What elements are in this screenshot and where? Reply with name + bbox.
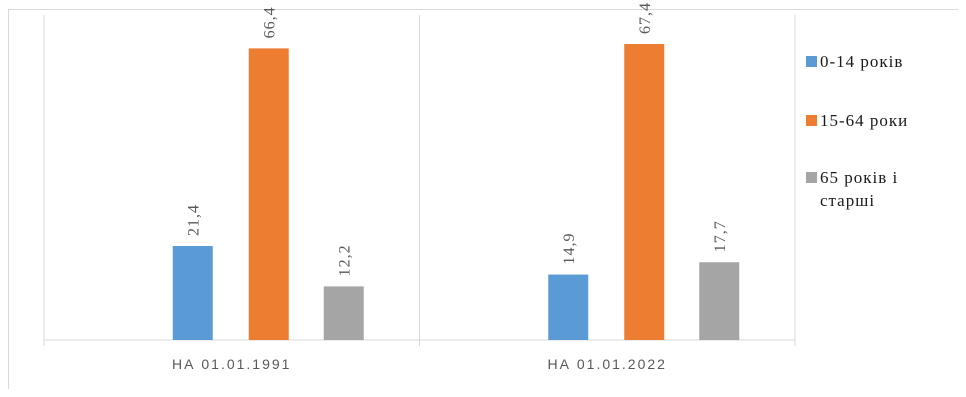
bar <box>624 43 665 341</box>
legend-label: 0-14 років <box>820 52 903 71</box>
legend-label: 15-64 роки <box>820 111 908 130</box>
plot-area: 21,4 66,4 12,2 НА 01.01.1991 14,9 67,4 17,7 НА … <box>43 2 796 372</box>
category-label: НА 01.01.1991 <box>172 356 291 372</box>
bar <box>172 246 213 340</box>
legend-swatch <box>806 56 817 67</box>
chart-frame <box>8 9 958 389</box>
data-label: 17,7 <box>712 220 729 252</box>
data-label: 66,4 <box>262 6 279 38</box>
category-label: НА 01.01.2022 <box>548 356 667 372</box>
data-label: 67,4 <box>637 2 654 34</box>
data-label: 14,9 <box>561 233 578 265</box>
legend-label: 65 років і <box>820 168 898 187</box>
bar <box>548 274 589 340</box>
legend-label: старші <box>820 191 875 210</box>
legend: 0-14 років 15-64 роки 65 років і старші <box>806 52 908 210</box>
legend-swatch <box>806 172 817 183</box>
data-label: 12,2 <box>337 244 354 276</box>
bar <box>248 48 289 340</box>
legend-swatch <box>806 115 817 126</box>
bar <box>323 286 364 340</box>
data-label: 21,4 <box>186 204 203 236</box>
bar <box>699 262 740 340</box>
